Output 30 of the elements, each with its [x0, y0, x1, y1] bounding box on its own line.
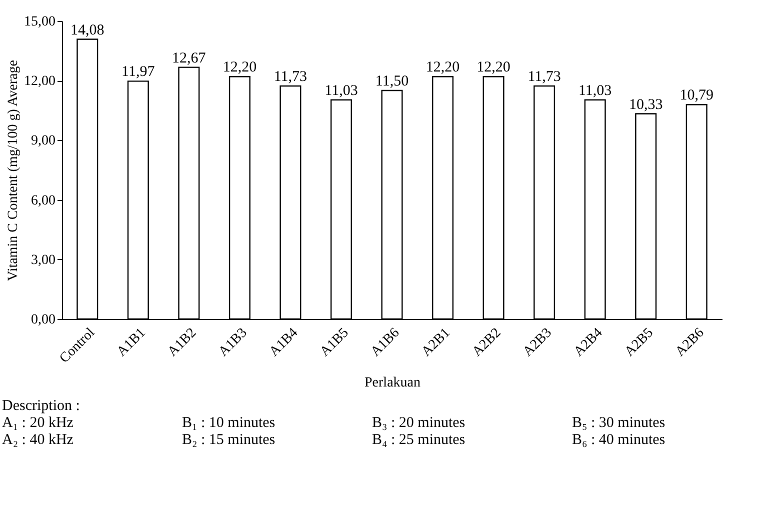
data-label: 12,20: [222, 60, 257, 76]
y-tick-label: 15,00: [24, 14, 56, 30]
x-axis-title: Perlakuan: [364, 376, 420, 391]
text: B₃ : 20 minutes: [372, 415, 466, 432]
data-label: 11,50: [375, 74, 409, 90]
y-tick-label: 6,00: [31, 193, 56, 208]
data-label: 11,73: [528, 68, 561, 85]
text: B₆ : 40 minutes: [572, 432, 666, 449]
text: B₅ : 30 minutes: [572, 415, 666, 432]
text: A₂ : 40 kHz: [2, 432, 74, 449]
data-label: 10,79: [680, 88, 714, 104]
text: Description :: [2, 398, 81, 415]
y-tick-label: 0,00: [31, 312, 56, 328]
y-tick-label: 3,00: [31, 252, 56, 268]
y-tick-label: 12,00: [24, 74, 56, 90]
text: A₁ : 20 kHz: [2, 415, 74, 432]
data-label: 11,97: [122, 64, 156, 80]
data-label: 11,03: [578, 82, 612, 99]
text: B₂ : 15 minutes: [182, 432, 276, 449]
data-label: 14,08: [70, 22, 104, 38]
text: B₄ : 25 minutes: [372, 432, 466, 449]
y-axis-title: Vitamin C Content (mg/100 g) Average: [6, 60, 21, 281]
data-label: 10,33: [628, 96, 663, 113]
data-label: 11,73: [274, 68, 308, 85]
data-label: 11,03: [324, 82, 358, 99]
data-label: 12,20: [476, 60, 510, 76]
text: B₁ : 10 minutes: [182, 415, 276, 432]
y-tick-label: 9,00: [31, 134, 56, 149]
data-label: 12,67: [172, 50, 206, 66]
data-label: 12,20: [426, 60, 460, 76]
